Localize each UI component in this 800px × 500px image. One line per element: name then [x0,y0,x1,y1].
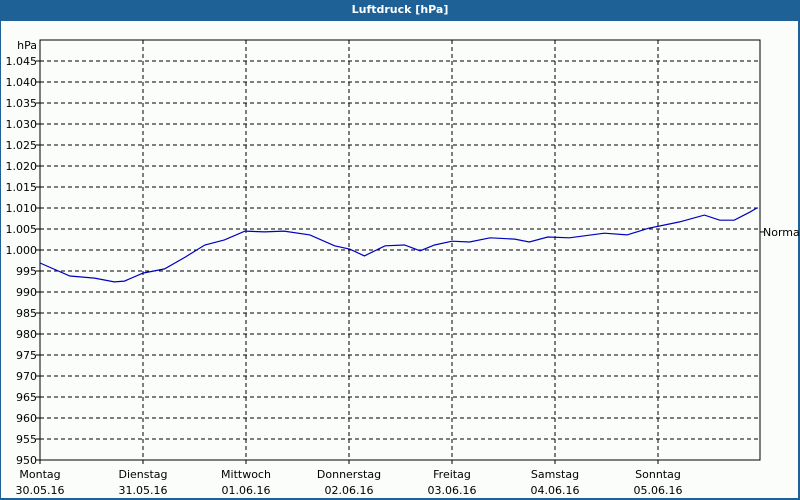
x-tick-date: 02.06.16 [325,484,374,497]
y-tick-label: 960 [16,412,37,425]
grid-lines [40,40,760,460]
y-tick-label: 1.015 [6,181,38,194]
x-tick-day: Dienstag [118,468,167,481]
y-tick-label: 965 [16,391,37,404]
x-tick-day: Sonntag [635,468,681,481]
y-axis: 950 955 960 965 970 975 980 985 990 995 1.000 1.005… [6,55,40,467]
y-tick-label: 990 [16,286,37,299]
x-tick-date: 30.05.16 [16,484,65,497]
window-title: Luftdruck [hPa] [0,0,800,20]
x-tick-date: 03.06.16 [428,484,477,497]
y-tick-label: 970 [16,370,37,383]
x-tick-date: 05.06.16 [634,484,683,497]
x-tick-day: Montag [19,468,60,481]
y-tick-label: 1.040 [6,76,38,89]
y-tick-label: 1.020 [6,160,38,173]
y-tick-label: 1.010 [6,202,38,215]
x-tick-day: Donnerstag [317,468,381,481]
y-tick-label: 955 [16,433,37,446]
y-tick-label: 985 [16,307,37,320]
x-tick-day: Freitag [433,468,471,481]
x-tick-date: 01.06.16 [222,484,271,497]
normal-reference: Normal [760,226,800,239]
x-tick-day: Samstag [531,468,579,481]
x-axis: Montag 30.05.16 Dienstag 31.05.16 Mittwoch 01… [16,460,683,497]
normal-label: Normal [763,226,800,239]
y-tick-label: 1.035 [6,97,38,110]
x-tick-day: Mittwoch [221,468,271,481]
y-tick-label: 1.045 [6,55,38,68]
y-tick-label: 1.025 [6,139,38,152]
x-tick-date: 04.06.16 [531,484,580,497]
y-tick-label: 950 [16,454,37,467]
y-axis-unit: hPa [17,39,37,52]
x-tick-date: 31.05.16 [119,484,168,497]
y-tick-label: 1.005 [6,223,38,236]
y-tick-label: 995 [16,265,37,278]
y-tick-label: 1.000 [6,244,38,257]
y-tick-label: 980 [16,328,37,341]
pressure-line [39,207,758,283]
y-tick-label: 975 [16,349,37,362]
y-tick-label: 1.030 [6,118,38,131]
